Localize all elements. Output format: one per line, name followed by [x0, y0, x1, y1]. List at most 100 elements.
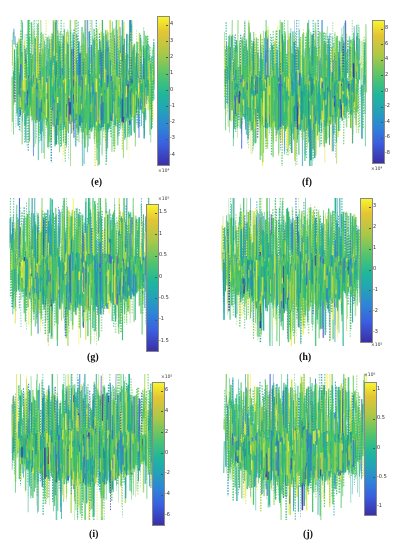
colorbar-tick-label: 4 — [170, 21, 174, 28]
colorbar-tick-mark — [373, 418, 375, 420]
colorbar-tick-label: 2 — [373, 224, 377, 231]
colorbar-tick-label: 4 — [385, 56, 389, 63]
colorbar-tick-mark — [161, 390, 163, 392]
colorbar-tick-mark — [381, 137, 383, 139]
colorbar-tick-label: 4 — [165, 407, 169, 414]
colorbar-tick-label: 6 — [165, 387, 169, 394]
panel-label-h: (h) — [299, 352, 312, 363]
colorbar-tick-mark — [381, 91, 383, 92]
colorbar-e — [157, 16, 170, 166]
colorbar-exponent-i: ×10⁵ — [161, 375, 173, 380]
volume-plot-j — [220, 372, 370, 522]
colorbar-tick-label: 1 — [170, 70, 174, 77]
colorbar-tick-mark — [155, 212, 157, 214]
colorbar-tick-label: 0.5 — [377, 415, 385, 422]
colorbar-tick-mark — [369, 269, 371, 271]
colorbar-tick-mark — [155, 341, 157, 343]
volume-texture — [11, 19, 155, 167]
colorbar-exponent-f: ×10⁴ — [371, 167, 383, 172]
colorbar-tick-mark — [155, 255, 157, 257]
colorbar-h — [360, 198, 373, 343]
colorbar-tick-mark — [166, 73, 168, 75]
colorbar-exponent-g: ×10⁵ — [158, 197, 170, 202]
colorbar-tick-label: 0 — [159, 273, 163, 280]
colorbar-tick-mark — [166, 57, 168, 59]
colorbar-tick-mark — [381, 122, 383, 124]
colorbar-tick-label: 8 — [385, 25, 389, 32]
colorbar-exponent-e: ×10⁴ — [158, 169, 170, 174]
colorbar-tick-mark — [161, 411, 163, 413]
colorbar-tick-mark — [166, 24, 168, 26]
volume-plot-e — [8, 18, 158, 168]
volume-texture — [223, 373, 368, 521]
colorbar-tick-label: -1 — [159, 316, 164, 323]
colorbar-tick-label: -2 — [165, 470, 170, 477]
colorbar-tick-label: -1.5 — [159, 337, 169, 344]
panel-label-e: (e) — [91, 177, 103, 188]
colorbar-tick-mark — [369, 290, 371, 292]
colorbar-tick-label: 1.5 — [159, 209, 167, 216]
colorbar-tick-label: -6 — [385, 134, 390, 141]
volume-texture — [221, 197, 365, 347]
colorbar-tick-label: 1 — [377, 386, 381, 393]
colorbar-tick-label: 0 — [385, 87, 389, 94]
colorbar-tick-mark — [381, 75, 383, 77]
volume-plot-g — [6, 196, 156, 348]
colorbar-tick-mark — [155, 319, 157, 321]
panel-label-i: (i) — [89, 529, 99, 540]
colorbar-tick-label: -1 — [170, 102, 175, 109]
colorbar-tick-label: 2 — [385, 71, 389, 78]
colorbar-tick-mark — [166, 138, 168, 140]
colorbar-tick-mark — [161, 473, 163, 475]
colorbar-exponent-h: ×10⁵ — [371, 343, 383, 348]
colorbar-tick-label: -4 — [385, 118, 390, 125]
colorbar-j — [364, 382, 377, 516]
colorbar-tick-mark — [369, 248, 371, 250]
colorbar-tick-label: -2 — [373, 307, 378, 314]
colorbar-tick-label: 1 — [373, 245, 377, 252]
volume-plot-h — [218, 196, 368, 348]
colorbar-tick-mark — [373, 389, 375, 391]
colorbar-tick-mark — [155, 277, 157, 278]
volume-texture — [11, 373, 155, 521]
colorbar-tick-mark — [373, 506, 375, 508]
colorbar-tick-label: -3 — [373, 328, 378, 335]
colorbar-tick-mark — [166, 106, 168, 108]
colorbar-tick-mark — [381, 59, 383, 61]
colorbar-tick-label: -3 — [170, 135, 175, 142]
colorbar-tick-mark — [381, 106, 383, 108]
colorbar-tick-mark — [166, 41, 168, 43]
volume-plot-f — [220, 18, 370, 168]
panel-label-f: (f) — [302, 177, 312, 188]
colorbar-tick-label: 1 — [159, 230, 163, 237]
colorbar-tick-mark — [166, 90, 168, 91]
colorbar-g — [146, 204, 159, 352]
volume-texture — [223, 19, 367, 167]
colorbar-tick-label: 6 — [385, 40, 389, 47]
colorbar-tick-mark — [155, 234, 157, 236]
colorbar-tick-mark — [373, 477, 375, 479]
colorbar-tick-label: 2 — [165, 428, 169, 435]
colorbar-tick-mark — [166, 122, 168, 124]
colorbar-tick-mark — [161, 494, 163, 496]
colorbar-tick-mark — [161, 432, 163, 434]
volume-plot-i — [8, 372, 158, 522]
colorbar-tick-label: -1 — [377, 502, 382, 509]
colorbar-tick-label: 0 — [165, 449, 169, 456]
colorbar-tick-label: -4 — [170, 151, 175, 158]
colorbar-tick-label: 0 — [373, 266, 377, 272]
colorbar-tick-label: 0 — [377, 444, 381, 451]
colorbar-tick-label: 2 — [170, 53, 174, 60]
colorbar-tick-label: 0 — [170, 86, 174, 93]
colorbar-tick-mark — [381, 153, 383, 155]
colorbar-tick-label: -0.5 — [159, 294, 169, 301]
colorbar-i — [152, 382, 165, 526]
colorbar-tick-mark — [369, 206, 371, 208]
colorbar-tick-mark — [381, 28, 383, 30]
colorbar-tick-mark — [381, 44, 383, 46]
panel-label-g: (g) — [87, 352, 99, 363]
colorbar-tick-label: -2 — [385, 103, 390, 110]
colorbar-tick-label: -4 — [165, 491, 170, 498]
colorbar-tick-mark — [369, 311, 371, 313]
colorbar-tick-label: 3 — [170, 37, 174, 44]
